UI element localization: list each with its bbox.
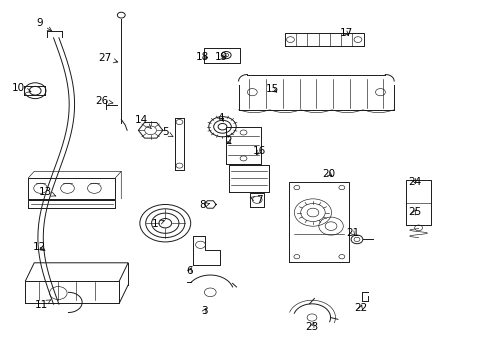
Text: 12: 12 xyxy=(32,242,46,252)
Text: 1: 1 xyxy=(152,219,164,229)
Text: 23: 23 xyxy=(305,322,318,332)
Text: 3: 3 xyxy=(201,306,207,316)
Text: 26: 26 xyxy=(95,96,113,106)
Text: 7: 7 xyxy=(250,195,262,205)
Text: 5: 5 xyxy=(162,127,173,138)
Text: 27: 27 xyxy=(98,53,118,63)
Text: 4: 4 xyxy=(217,113,224,123)
Text: 13: 13 xyxy=(38,186,56,197)
Text: 15: 15 xyxy=(265,84,279,94)
Text: 16: 16 xyxy=(252,146,265,156)
Text: 8: 8 xyxy=(199,200,209,210)
Text: 20: 20 xyxy=(322,168,334,179)
Text: 25: 25 xyxy=(407,207,421,217)
Text: 19: 19 xyxy=(214,52,227,62)
Text: 18: 18 xyxy=(196,52,209,62)
Text: 11: 11 xyxy=(35,300,51,310)
Text: 22: 22 xyxy=(353,303,367,313)
Text: 17: 17 xyxy=(339,28,352,38)
Text: 6: 6 xyxy=(186,266,193,276)
Text: 24: 24 xyxy=(407,177,421,187)
Text: 9: 9 xyxy=(37,18,52,31)
Text: 2: 2 xyxy=(225,136,232,146)
Text: 10: 10 xyxy=(12,83,31,93)
Text: 21: 21 xyxy=(346,228,359,238)
Text: 14: 14 xyxy=(135,114,151,129)
